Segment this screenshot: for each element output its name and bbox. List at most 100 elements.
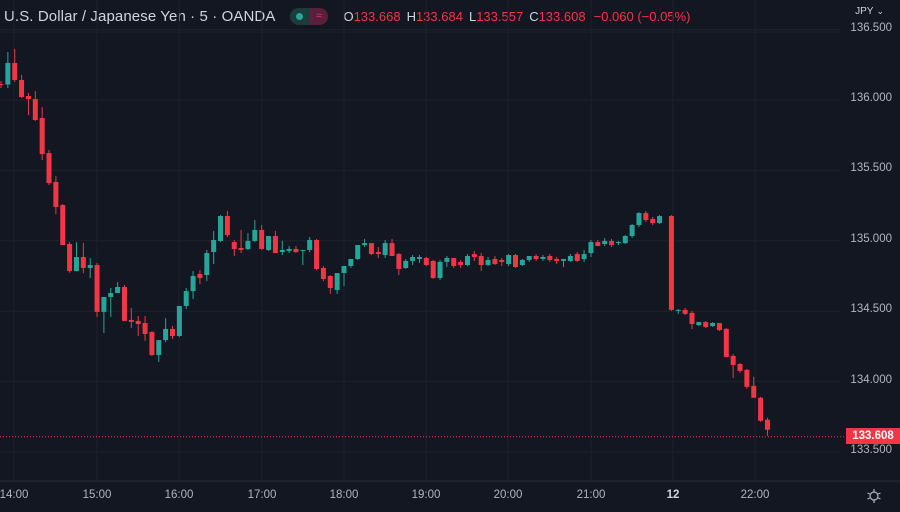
- candle-body: [94, 265, 100, 312]
- candle-body: [416, 256, 422, 259]
- candle-body: [615, 242, 621, 244]
- candle-body: [142, 323, 148, 335]
- time-tick: 21:00: [576, 489, 606, 501]
- symbol-title[interactable]: U.S. Dollar / Japanese Yen · 5 · OANDA: [4, 7, 276, 25]
- candle-body: [710, 323, 716, 326]
- candle-body: [744, 369, 750, 387]
- candle-body: [0, 84, 4, 86]
- candle-body: [389, 243, 395, 257]
- candle-body: [108, 293, 114, 297]
- candle-body: [574, 254, 580, 261]
- currency-selector[interactable]: JPY ⌄: [855, 6, 884, 17]
- candle-body: [190, 276, 196, 292]
- candle-body: [348, 258, 354, 267]
- candle-body: [382, 243, 388, 256]
- candle-body: [334, 273, 340, 290]
- candle-body: [561, 258, 567, 261]
- currency-label: JPY: [855, 6, 874, 17]
- candle-body: [689, 312, 695, 325]
- candle-body: [101, 296, 107, 312]
- candle-body: [629, 225, 635, 237]
- candle-body: [80, 256, 86, 268]
- time-tick: 16:00: [164, 489, 194, 501]
- candle-body: [554, 258, 560, 261]
- candle-body: [307, 239, 313, 250]
- candle-body: [703, 322, 709, 327]
- price-tick: 136.500: [850, 21, 892, 34]
- candle-body: [204, 253, 210, 276]
- ohlc-legend: O133.668 H133.684 L133.557 C133.608 −0.0…: [343, 9, 690, 24]
- market-open-dot-icon: [290, 7, 310, 25]
- open-label: O: [343, 8, 354, 24]
- candle-body: [355, 245, 361, 259]
- candle-body: [675, 309, 681, 311]
- gear-icon[interactable]: [866, 488, 882, 504]
- candle-body: [595, 242, 601, 247]
- candle-body: [588, 242, 594, 254]
- price-tick: 133.500: [850, 444, 892, 456]
- candle-body: [540, 256, 546, 259]
- candle-body: [547, 256, 553, 260]
- candle-body: [451, 257, 457, 267]
- candle-body: [39, 118, 45, 155]
- candle-body: [266, 236, 272, 250]
- time-tick: 17:00: [247, 489, 277, 501]
- candle-body: [156, 340, 162, 355]
- low-label: L: [468, 8, 477, 24]
- candle-body: [362, 243, 368, 246]
- candle-body: [471, 254, 477, 257]
- candle-body: [25, 96, 31, 100]
- candle-body: [643, 213, 649, 220]
- close-value: 133.608: [538, 8, 586, 24]
- candle-body: [128, 319, 134, 322]
- candle-body: [478, 256, 484, 266]
- candle-body: [320, 267, 326, 279]
- high-value: 133.684: [415, 8, 463, 24]
- candle-body: [682, 309, 688, 314]
- candle-body: [622, 236, 628, 244]
- candle-body: [224, 216, 230, 236]
- candle-body: [499, 259, 505, 262]
- candle-body: [53, 181, 59, 208]
- candle-body: [444, 257, 450, 262]
- candle-body: [737, 364, 743, 371]
- price-tick: 135.500: [850, 162, 892, 175]
- candle-body: [46, 153, 52, 184]
- candle-body: [696, 322, 702, 325]
- high-label: H: [406, 8, 416, 24]
- market-status-toggle[interactable]: ≈: [290, 7, 329, 25]
- time-tick: 19:00: [411, 489, 441, 501]
- candle-body: [327, 276, 333, 288]
- candle-body: [458, 261, 464, 266]
- candle-body: [314, 239, 320, 269]
- candle-body: [410, 256, 416, 261]
- candle-body: [183, 291, 189, 306]
- time-tick: 18:00: [329, 489, 359, 501]
- chevron-down-icon: ⌄: [876, 6, 884, 16]
- time-tick: 15:00: [82, 489, 112, 501]
- chart-header: U.S. Dollar / Japanese Yen · 5 · OANDA ≈…: [0, 0, 830, 32]
- candle-body: [636, 213, 642, 226]
- candle-body: [492, 258, 498, 265]
- candle-body: [176, 305, 182, 336]
- candle-body: [135, 320, 141, 325]
- candle-body: [723, 328, 729, 357]
- candle-body: [513, 255, 518, 267]
- candle-body: [396, 254, 402, 269]
- close-label: C: [529, 8, 539, 24]
- price-tick: 134.500: [850, 303, 892, 316]
- candle-body: [485, 259, 491, 266]
- low-value: 133.557: [476, 8, 524, 24]
- candle-body: [519, 259, 525, 266]
- candle-body: [764, 419, 770, 430]
- price-tick: 136.000: [850, 92, 892, 104]
- candle-body: [751, 385, 757, 398]
- delayed-data-icon: ≈: [309, 7, 329, 25]
- candle-body: [650, 218, 656, 224]
- candle-body: [170, 328, 175, 336]
- candle-body: [609, 240, 615, 246]
- candle-body: [252, 229, 258, 241]
- candle-body: [32, 99, 38, 120]
- time-tick: 22:00: [740, 489, 770, 501]
